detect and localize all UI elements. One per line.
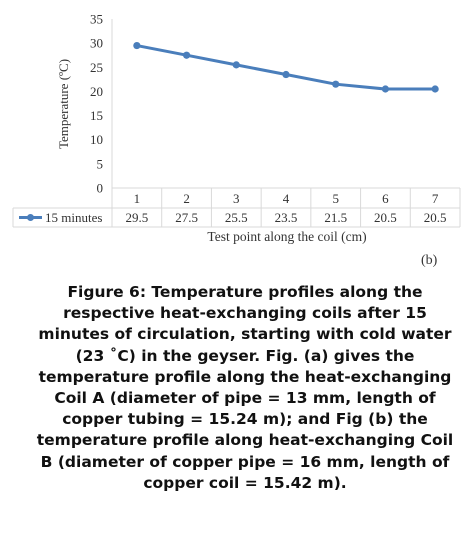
data-point <box>133 41 141 50</box>
data-point <box>381 85 390 93</box>
data-table: 1 2 3 4 5 6 7 29.5 27.5 25.5 23.5 21.5 20.5 20.5 15 mi… <box>12 187 461 228</box>
x-tick-label: 4 <box>283 191 290 206</box>
legend-marker-key <box>27 214 34 221</box>
data-table-value: 20.5 <box>424 210 447 225</box>
y-axis-ticks: 0 5 10 15 20 25 30 35 <box>90 12 103 196</box>
data-point <box>182 51 191 59</box>
y-tick-label: 25 <box>90 60 103 75</box>
x-tick-label: 6 <box>382 191 389 206</box>
data-table-value: 21.5 <box>324 210 347 225</box>
data-table-value: 29.5 <box>125 210 148 225</box>
data-table-value: 20.5 <box>374 210 397 225</box>
data-point <box>431 85 439 93</box>
series-line-15-minutes <box>136 44 436 91</box>
y-tick-label: 35 <box>90 12 103 27</box>
figure-caption: Figure 6: Temperature profiles along the… <box>36 283 454 492</box>
y-tick-label: 30 <box>90 36 103 51</box>
legend-series-name: 15 minutes <box>45 210 102 225</box>
x-tick-label: 7 <box>432 191 439 206</box>
y-tick-label: 0 <box>97 181 104 196</box>
data-point <box>332 80 340 88</box>
y-tick-label: 15 <box>90 108 103 123</box>
x-tick-label: 1 <box>134 191 141 206</box>
data-point <box>282 70 290 79</box>
series-markers <box>133 41 439 93</box>
data-table-value: 27.5 <box>175 210 198 225</box>
x-tick-label: 2 <box>183 191 190 206</box>
y-tick-label: 10 <box>90 132 103 147</box>
data-table-value: 23.5 <box>275 210 298 225</box>
panel-label: (b) <box>421 253 438 268</box>
x-axis-label: Test point along the coil (cm) <box>207 229 366 244</box>
y-tick-label: 20 <box>90 84 103 99</box>
x-tick-label: 3 <box>233 191 240 206</box>
data-point <box>232 61 240 69</box>
y-tick-label: 5 <box>97 156 104 171</box>
data-table-value: 25.5 <box>225 210 248 225</box>
y-axis-label: Temperature (ºC) <box>56 59 71 149</box>
x-tick-label: 5 <box>332 191 339 206</box>
